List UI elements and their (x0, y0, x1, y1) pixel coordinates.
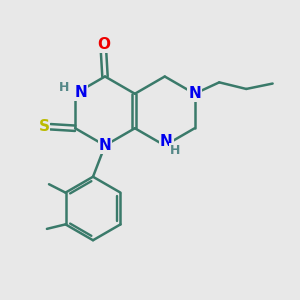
Text: S: S (38, 119, 50, 134)
Text: N: N (99, 138, 111, 153)
Text: N: N (74, 85, 87, 100)
Text: H: H (58, 81, 69, 94)
Text: H: H (170, 144, 180, 158)
Text: O: O (97, 37, 110, 52)
Text: N: N (160, 134, 172, 149)
Text: N: N (188, 86, 201, 101)
